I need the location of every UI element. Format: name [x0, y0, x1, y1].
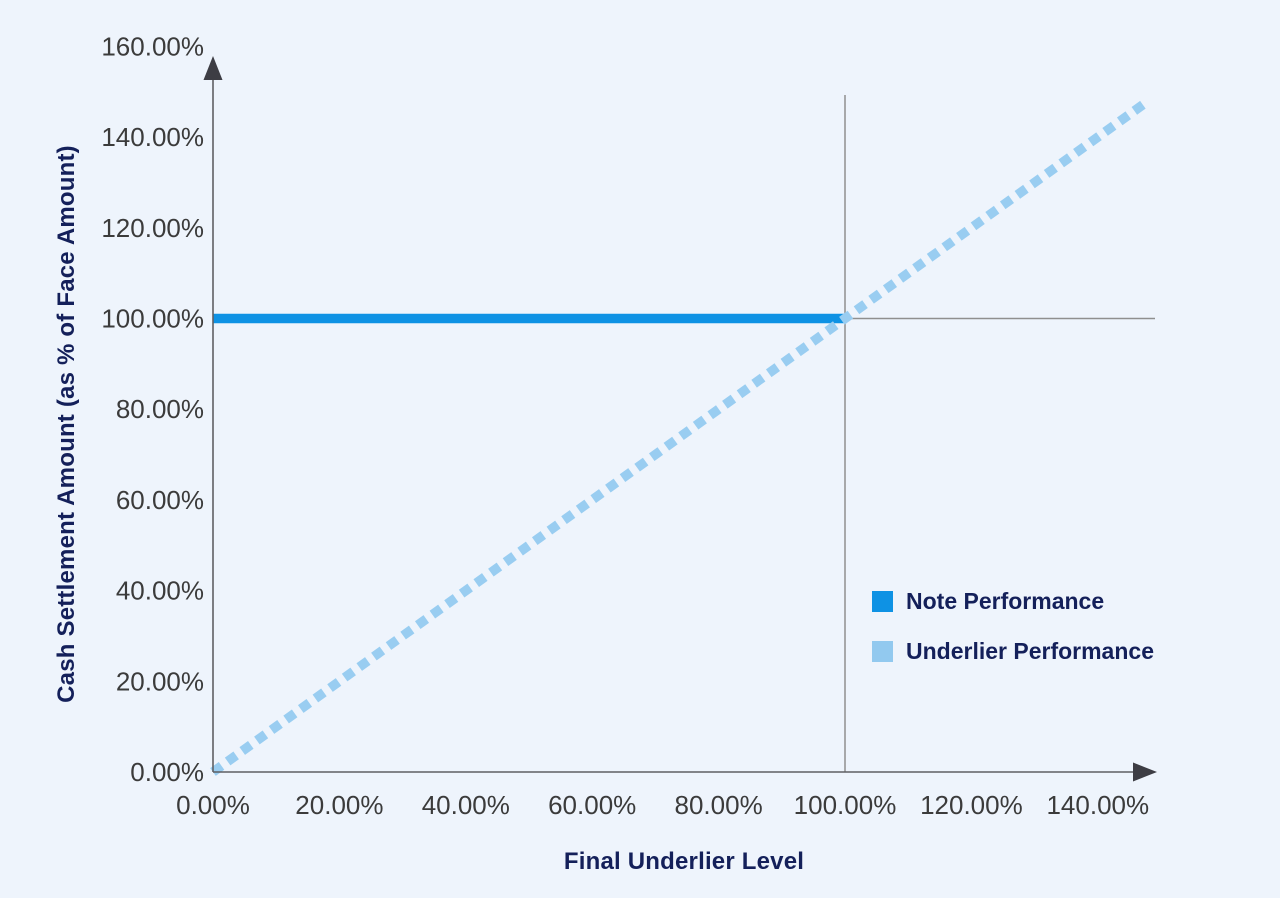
underlier-performance-line [210, 96, 1152, 776]
x-tick-label: 60.00% [548, 790, 636, 820]
y-tick-label: 0.00% [130, 757, 204, 787]
y-tick-label: 60.00% [116, 485, 204, 515]
y-tick-label: 20.00% [116, 666, 204, 696]
y-axis-title: Cash Settlement Amount (as % of Face Amo… [53, 145, 80, 703]
y-tick-label: 120.00% [101, 213, 204, 243]
x-tick-label: 20.00% [295, 790, 383, 820]
note-performance-swatch-icon [872, 590, 893, 612]
y-tick-label: 160.00% [101, 31, 204, 61]
legend: Note Performance Underlier Performance [872, 587, 1154, 690]
x-tick-label: 140.00% [1046, 790, 1149, 820]
legend-item-note-performance: Note Performance [872, 587, 1154, 614]
x-tick-label: 80.00% [675, 790, 763, 820]
x-axis-arrowhead-icon [1133, 762, 1157, 782]
y-axis-arrowhead-icon [203, 56, 223, 80]
y-tick-label: 80.00% [116, 394, 204, 424]
underlier-performance-swatch-icon [872, 640, 893, 662]
x-tick-label: 120.00% [920, 790, 1023, 820]
y-tick-label: 140.00% [101, 122, 204, 152]
x-axis-title: Final Underlier Level [563, 848, 805, 875]
legend-item-underlier-performance: Underlier Performance [872, 637, 1154, 664]
x-tick-label: 100.00% [794, 790, 897, 820]
y-tick-label: 40.00% [116, 576, 204, 606]
x-tick-label: 0.00% [176, 790, 250, 820]
y-tick-label: 100.00% [101, 304, 204, 334]
x-tick-label: 40.00% [422, 790, 510, 820]
legend-label-note-performance: Note Performance [906, 587, 1105, 614]
legend-label-underlier-performance: Underlier Performance [906, 637, 1154, 664]
